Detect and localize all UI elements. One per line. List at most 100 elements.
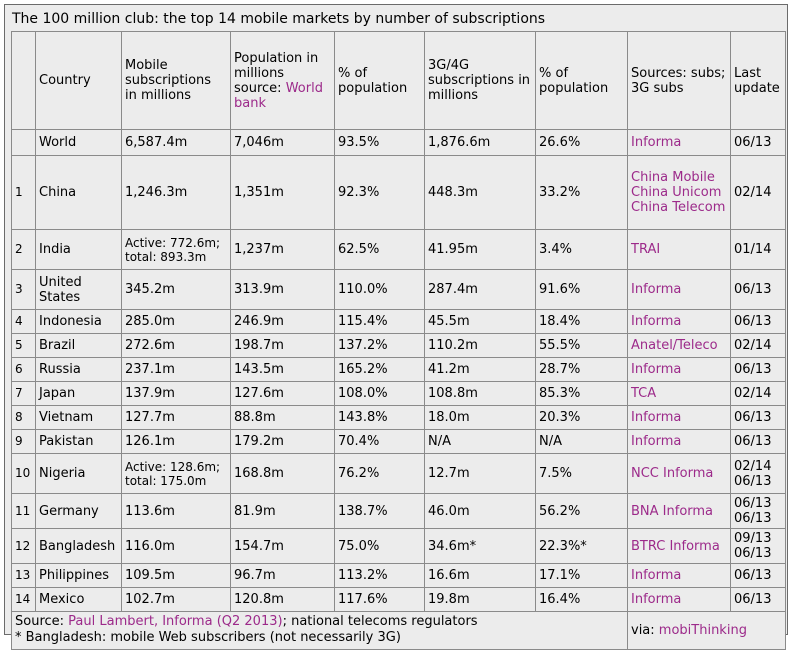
- table-row: 13 Philippines 109.5m 96.7m 113.2% 16.6m 17.1%…: [11, 563, 786, 588]
- source-link[interactable]: Informa: [627, 587, 731, 612]
- row-index: 3: [11, 269, 36, 310]
- source-link[interactable]: Informa: [627, 563, 731, 588]
- row-index: 13: [11, 563, 36, 588]
- g3-percent-cell: 17.1%: [535, 563, 628, 588]
- country-cell: United States: [35, 269, 122, 310]
- population-cell: 127.6m: [230, 381, 335, 406]
- table-row: 5 Brazil 272.6m 198.7m 137.2% 110.2m 55.5% Anat…: [11, 333, 786, 358]
- table-row: 6 Russia 237.1m 143.5m 165.2% 41.2m 28.7% Infor…: [11, 357, 786, 382]
- paul-lambert-link[interactable]: Paul Lambert, Informa (Q2 2013): [68, 614, 283, 629]
- subscriptions-cell: 137.9m: [121, 381, 231, 406]
- country-cell: Russia: [35, 357, 122, 382]
- percent-population-cell: 117.6%: [334, 587, 425, 612]
- table-row: 8 Vietnam 127.7m 88.8m 143.8% 18.0m 20.3% Infor…: [11, 405, 786, 430]
- last-update-cell: 06/13: [730, 129, 786, 156]
- last-update-cell: 06/13 06/13: [730, 493, 786, 529]
- source-link[interactable]: Informa: [627, 129, 731, 156]
- source-link[interactable]: Informa: [627, 429, 731, 454]
- population-cell: 81.9m: [230, 493, 335, 529]
- last-update-cell: 06/13: [730, 269, 786, 310]
- country-cell: Philippines: [35, 563, 122, 588]
- subscriptions-cell: 345.2m: [121, 269, 231, 310]
- percent-population-cell: 108.0%: [334, 381, 425, 406]
- source-link[interactable]: BTRC Informa: [627, 528, 731, 564]
- percent-population-cell: 76.2%: [334, 453, 425, 494]
- subscriptions-cell: 6,587.4m: [121, 129, 231, 156]
- g3-percent-cell: 16.4%: [535, 587, 628, 612]
- last-update-cell: 06/13: [730, 587, 786, 612]
- source-link[interactable]: TCA: [627, 381, 731, 406]
- g3-percent-cell: 85.3%: [535, 381, 628, 406]
- row-index: 11: [11, 493, 36, 529]
- subscriptions-cell: 109.5m: [121, 563, 231, 588]
- mobithinking-link[interactable]: mobiThinking: [658, 622, 747, 638]
- g3-percent-cell: 56.2%: [535, 493, 628, 529]
- population-cell: 179.2m: [230, 429, 335, 454]
- subscriptions-cell: 285.0m: [121, 309, 231, 334]
- population-cell: 1,237m: [230, 229, 335, 270]
- population-cell: 168.8m: [230, 453, 335, 494]
- table-row: 4 Indonesia 285.0m 246.9m 115.4% 45.5m 18.4% In…: [11, 309, 786, 334]
- world-bank-link[interactable]: World bank: [234, 80, 323, 111]
- header-population-label: Population in millions source:: [234, 50, 319, 96]
- source-link[interactable]: TRAI: [627, 229, 731, 270]
- g3-subscriptions-cell: 41.95m: [424, 229, 536, 270]
- source-link[interactable]: Informa: [627, 405, 731, 430]
- source-link[interactable]: Informa: [627, 269, 731, 310]
- last-update-cell: 02/14: [730, 155, 786, 230]
- last-update-cell: 06/13: [730, 429, 786, 454]
- last-update-cell: 06/13: [730, 309, 786, 334]
- country-cell: Mexico: [35, 587, 122, 612]
- row-index: 8: [11, 405, 36, 430]
- g3-percent-cell: N/A: [535, 429, 628, 454]
- population-cell: 7,046m: [230, 129, 335, 156]
- row-index: 6: [11, 357, 36, 382]
- population-cell: 143.5m: [230, 357, 335, 382]
- source-link[interactable]: China Mobile China Unicom China Telecom: [627, 155, 731, 230]
- country-cell: Germany: [35, 493, 122, 529]
- g3-percent-cell: 3.4%: [535, 229, 628, 270]
- g3-subscriptions-cell: 12.7m: [424, 453, 536, 494]
- population-cell: 96.7m: [230, 563, 335, 588]
- row-index: 1: [11, 155, 36, 230]
- last-update-cell: 09/13 06/13: [730, 528, 786, 564]
- last-update-cell: 06/13: [730, 563, 786, 588]
- population-cell: 154.7m: [230, 528, 335, 564]
- percent-population-cell: 138.7%: [334, 493, 425, 529]
- last-update-cell: 02/14 06/13: [730, 453, 786, 494]
- row-index: 12: [11, 528, 36, 564]
- country-cell: Pakistan: [35, 429, 122, 454]
- g3-subscriptions-cell: 448.3m: [424, 155, 536, 230]
- source-link[interactable]: Informa: [627, 309, 731, 334]
- source-link[interactable]: Informa: [627, 357, 731, 382]
- table-row: 1 China 1,246.3m 1,351m 92.3% 448.3m 33.2% Chin…: [11, 155, 786, 230]
- footer-via-label: via:: [631, 622, 655, 638]
- g3-percent-cell: 91.6%: [535, 269, 628, 310]
- g3-percent-cell: 20.3%: [535, 405, 628, 430]
- percent-population-cell: 165.2%: [334, 357, 425, 382]
- table-row: 12 Bangladesh 116.0m 154.7m 75.0% 34.6m* 22.3%…: [11, 528, 786, 564]
- source-link[interactable]: BNA Informa: [627, 493, 731, 529]
- last-update-cell: 02/14: [730, 381, 786, 406]
- table-row: 7 Japan 137.9m 127.6m 108.0% 108.8m 85.3% TCA 02…: [11, 381, 786, 406]
- footer-note: * Bangladesh: mobile Web subscribers (no…: [15, 630, 401, 645]
- row-index: 10: [11, 453, 36, 494]
- header-sources: Sources: subs; 3G subs: [627, 31, 731, 130]
- g3-subscriptions-cell: 16.6m: [424, 563, 536, 588]
- source-link[interactable]: Anatel/Teleco: [627, 333, 731, 358]
- source-link[interactable]: NCC Informa: [627, 453, 731, 494]
- g3-subscriptions-cell: 41.2m: [424, 357, 536, 382]
- table-title: The 100 million club: the top 14 mobile …: [12, 11, 546, 27]
- footer-source-rest: ; national telecoms regulators: [282, 614, 478, 629]
- subscriptions-cell: 126.1m: [121, 429, 231, 454]
- table-row: 11 Germany 113.6m 81.9m 138.7% 46.0m 56.2% BNA …: [11, 493, 786, 529]
- subscriptions-cell: Active: 772.6m; total: 893.3m: [121, 229, 231, 270]
- population-cell: 246.9m: [230, 309, 335, 334]
- population-cell: 198.7m: [230, 333, 335, 358]
- subscriptions-cell: 113.6m: [121, 493, 231, 529]
- subscriptions-cell: 102.7m: [121, 587, 231, 612]
- table-row: 2 India Active: 772.6m; total: 893.3m 1,237…: [11, 229, 786, 270]
- header-3g-percent-population: % of population: [535, 31, 628, 130]
- g3-subscriptions-cell: 46.0m: [424, 493, 536, 529]
- population-cell: 1,351m: [230, 155, 335, 230]
